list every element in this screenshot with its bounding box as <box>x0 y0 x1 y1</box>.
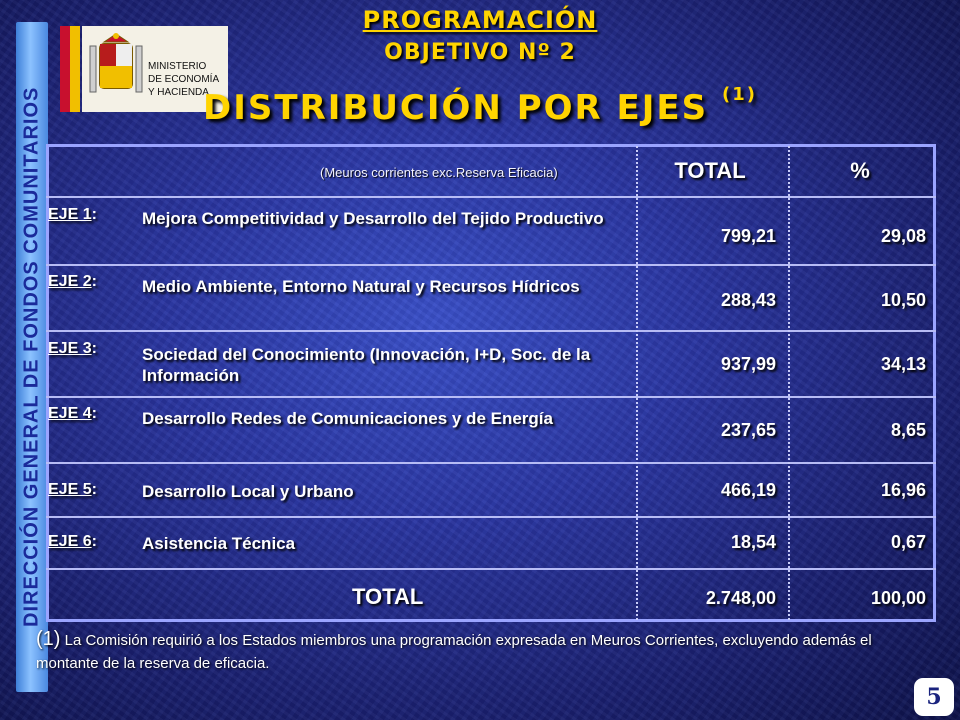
ministry-logo: MINISTERIO DE ECONOMÍA Y HACIENDA <box>52 26 228 112</box>
eje-description: Desarrollo Redes de Comunicaciones y de … <box>142 409 553 428</box>
table-divider <box>46 264 936 266</box>
footnote-mark: (1) <box>36 628 61 650</box>
eje-percent: 34,13 <box>880 354 926 374</box>
eje-total: 18,54 <box>730 532 776 552</box>
eje-description: Desarrollo Local y Urbano <box>142 482 354 501</box>
logo-text: MINISTERIO DE ECONOMÍA Y HACIENDA <box>148 60 219 99</box>
table-divider <box>46 516 936 518</box>
flag-red-stripe <box>60 26 70 112</box>
eje-total: 288,43 <box>720 290 776 310</box>
side-banner <box>16 22 48 692</box>
eje-label: EJE 1: <box>48 206 97 223</box>
logo-line-3: Y HACIENDA <box>148 87 209 98</box>
logo-line-1: MINISTERIO <box>148 61 207 72</box>
eje-percent: 8,65 <box>890 420 926 440</box>
main-heading-text: DISTRIBUCIÓN POR EJES <box>203 88 709 128</box>
eje-link[interactable]: EJE 4 <box>48 405 92 422</box>
side-banner-text: DIRECCIÓN GENERAL DE FONDOS COMUNITARIOS <box>20 86 43 628</box>
eje-link[interactable]: EJE 5 <box>48 481 92 498</box>
page-subtitle: OBJETIVO Nº 2 <box>384 40 576 65</box>
eje-description: Asistencia Técnica <box>142 534 296 553</box>
table-divider <box>46 568 936 570</box>
eje-label: EJE 4: <box>48 405 97 422</box>
eje-total: 237,65 <box>720 420 776 440</box>
eje-description: Medio Ambiente, Entorno Natural y Recurs… <box>142 277 580 296</box>
column-header-total: TOTAL <box>674 158 746 183</box>
table-divider <box>46 330 936 332</box>
eje-link[interactable]: EJE 6 <box>48 533 92 550</box>
grand-total: 2.748,00 <box>705 588 776 608</box>
eje-label: EJE 2: <box>48 273 97 290</box>
table-divider <box>46 462 936 464</box>
eje-percent: 10,50 <box>880 290 926 310</box>
eje-total: 799,21 <box>720 226 776 246</box>
eje-percent: 29,08 <box>880 226 926 246</box>
total-label: TOTAL <box>352 584 424 609</box>
main-heading-note: (1) <box>722 84 757 105</box>
column-header-percent: % <box>850 158 870 183</box>
eje-description: Mejora Competitividad y Desarrollo del T… <box>142 209 604 228</box>
main-heading: DISTRIBUCIÓN POR EJES (1) <box>150 84 810 128</box>
eje-link[interactable]: EJE 2 <box>48 273 92 290</box>
page-number: 5 <box>914 678 954 716</box>
table-column-divider <box>788 146 790 620</box>
eje-percent: 16,96 <box>880 480 926 500</box>
logo-line-2: DE ECONOMÍA <box>148 74 220 85</box>
eje-total: 937,99 <box>720 354 776 374</box>
page-title: PROGRAMACIÓN <box>362 6 598 34</box>
distribution-table <box>46 144 936 622</box>
eje-percent: 0,67 <box>890 532 926 552</box>
table-column-divider <box>636 146 638 620</box>
table-divider <box>46 196 936 198</box>
grand-total-percent: 100,00 <box>870 588 926 608</box>
footnote: (1) La Comisión requirió a los Estados m… <box>36 628 926 675</box>
eje-label: EJE 5: <box>48 481 97 498</box>
eje-label: EJE 6: <box>48 533 97 550</box>
coat-of-arms-icon <box>89 33 143 93</box>
eje-link[interactable]: EJE 1 <box>48 206 92 223</box>
flag-yellow-stripe <box>70 26 80 112</box>
eje-total: 466,19 <box>720 480 776 500</box>
eje-label: EJE 3: <box>48 340 97 357</box>
eje-link[interactable]: EJE 3 <box>48 340 92 357</box>
eje-description: Sociedad del Conocimiento (Innovación, I… <box>142 345 591 385</box>
footnote-text: La Comisión requirió a los Estados miemb… <box>36 632 872 672</box>
table-units-note: (Meuros corrientes exc.Reserva Eficacia) <box>320 165 558 180</box>
table-divider <box>46 396 936 398</box>
